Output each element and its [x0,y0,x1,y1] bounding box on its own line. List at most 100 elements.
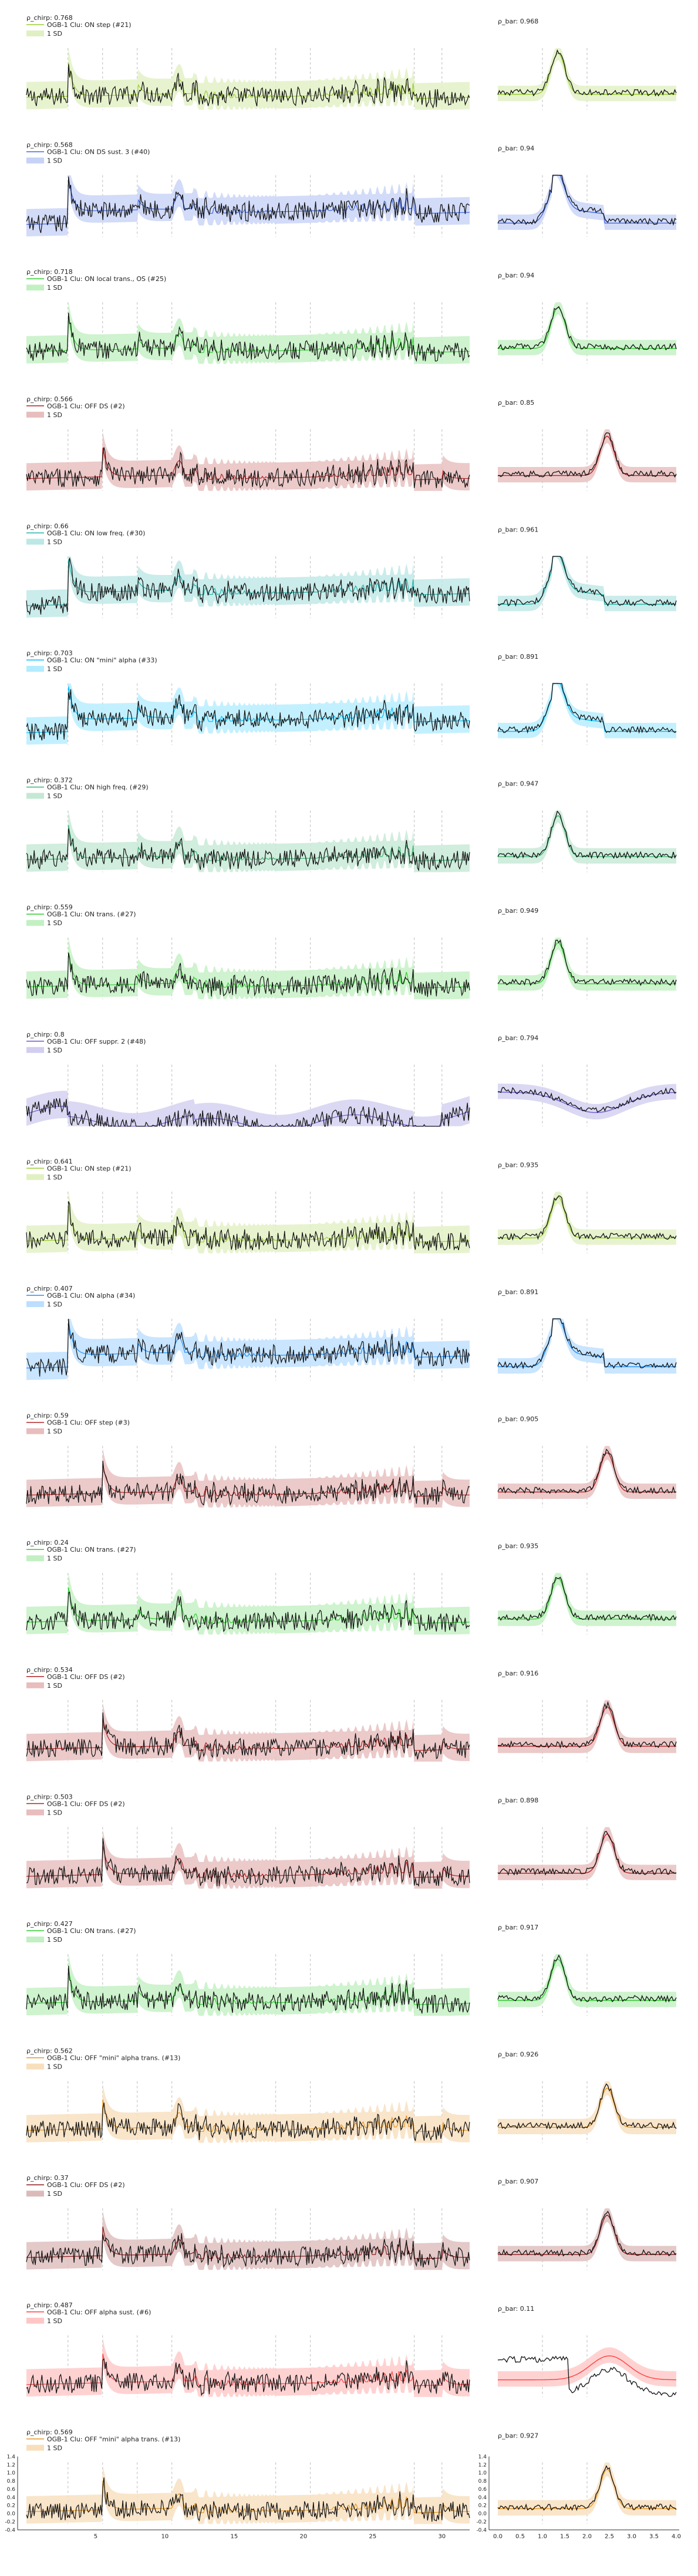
sd-band [26,937,470,1000]
cell-trace [26,557,470,616]
cell-trace [26,1098,470,1128]
legend-sd-swatch [26,1301,44,1307]
sd-label: 1 SD [47,157,62,165]
cell-trace [26,828,470,872]
sd-label: 1 SD [47,1428,62,1436]
cluster-mean-trace [26,952,470,989]
cluster-mean-trace [26,317,470,353]
rho-bar-label: ρ_bar: 0.927 [498,2432,538,2439]
sd-band [26,683,470,745]
y-tick-label: 0.0 [7,2511,16,2517]
bar-cell-trace [497,683,677,734]
bar-cell-trace [497,174,677,226]
cluster-title: OGB-1 Clu: ON trans. (#27) [47,1927,136,1935]
rho-chirp-label: ρ_chirp: 0.641 [26,1157,73,1165]
cell-trace [26,2358,470,2396]
x-tick-label: 10 [161,2533,169,2540]
legend-sd-swatch [26,793,44,799]
legend-sd-swatch [26,2317,44,2324]
rho-chirp-label: ρ_chirp: 0.566 [26,395,73,403]
y-tick-label: 0.6 [478,2487,487,2493]
cell-trace [26,1201,470,1251]
cluster-title: OGB-1 Clu: OFF step (#3) [47,1419,130,1427]
cell-trace [26,1461,470,1506]
sd-band [26,556,470,618]
y-tick-label: 0.2 [478,2503,487,2509]
y-tick-label: 0.2 [7,2503,15,2509]
cluster-mean-trace [26,1321,470,1369]
legend-sd-swatch [26,157,44,164]
cluster-title: OGB-1 Clu: ON trans. (#27) [47,1546,136,1553]
y-tick-label: -0.2 [476,2520,487,2526]
bar-mean-trace [498,1959,676,2001]
x-tick-label: 0.5 [515,2533,525,2540]
bar-cell-trace [497,1318,677,1370]
rho-chirp-label: ρ_chirp: 0.59 [26,1412,69,1420]
rho-bar-label: ρ_bar: 0.891 [498,653,538,661]
sd-label: 1 SD [47,2444,62,2452]
rho-bar-label: ρ_bar: 0.917 [498,1924,538,1931]
cell-trace [26,1318,470,1377]
bar-cell-trace [497,432,677,478]
sd-band-bar [498,810,676,864]
legend-sd-swatch [26,1428,44,1434]
sd-band-bar [498,1700,676,1754]
rho-chirp-label: ρ_chirp: 0.703 [26,649,73,657]
y-tick-label: 1.4 [478,2454,487,2460]
sd-band [26,810,470,872]
x-tick-label: 30 [438,2533,446,2540]
sd-band-bar [498,683,676,739]
rho-bar-label: ρ_bar: 0.794 [498,1034,538,1042]
bar-mean-trace [498,2355,677,2381]
cluster-title: OGB-1 Clu: OFF DS (#2) [47,1673,125,1681]
rho-bar-label: ρ_bar: 0.935 [498,1161,538,1169]
cell-trace [26,1838,470,1887]
legend-sd-swatch [26,1047,44,1053]
cluster-title: OGB-1 Clu: OFF DS (#2) [47,1800,125,1807]
sd-label: 1 SD [47,30,62,38]
legend-sd-swatch [26,2191,44,2197]
sd-band [26,1954,470,2016]
legend-sd-swatch [26,539,44,545]
y-tick-label: 0.8 [7,2479,16,2484]
bar-cell-trace [497,810,677,859]
sd-label: 1 SD [47,1047,62,1054]
rho-chirp-label: ρ_chirp: 0.407 [26,1285,73,1292]
bar-cell-trace [497,49,677,97]
rho-bar-label: ρ_bar: 0.898 [498,1796,538,1804]
legend-sd-swatch [26,285,44,291]
sd-band-bar [498,429,676,483]
rho-chirp-label: ρ_chirp: 0.66 [26,522,69,530]
bar-cell-trace [497,1448,677,1494]
y-tick-label: 0.8 [478,2479,487,2484]
rho-bar-label: ρ_bar: 0.947 [498,780,538,788]
rho-bar-label: ρ_bar: 0.949 [498,907,538,915]
sd-band [26,1448,470,1508]
x-tick-label: 3.0 [627,2533,636,2540]
y-tick-label: 1.4 [7,2454,16,2460]
bar-mean-trace [498,2087,676,2128]
x-tick-label: 4.0 [672,2533,681,2540]
cell-trace [26,176,470,233]
rho-bar-label: ρ_bar: 0.94 [498,145,534,153]
sd-band-bar [498,2081,676,2135]
cell-trace [26,2233,470,2269]
sd-band-bar [498,2208,676,2262]
sd-band-bar [498,556,676,611]
x-tick-label: 1.0 [538,2533,547,2540]
rho-bar-label: ρ_bar: 0.968 [498,18,538,25]
cell-trace [26,953,470,997]
sd-band-bar [498,937,676,991]
sd-label: 1 SD [47,665,62,673]
rho-bar-label: ρ_bar: 0.94 [498,272,534,279]
rho-bar-label: ρ_bar: 0.907 [498,2178,538,2185]
bar-mean-trace [498,556,676,605]
